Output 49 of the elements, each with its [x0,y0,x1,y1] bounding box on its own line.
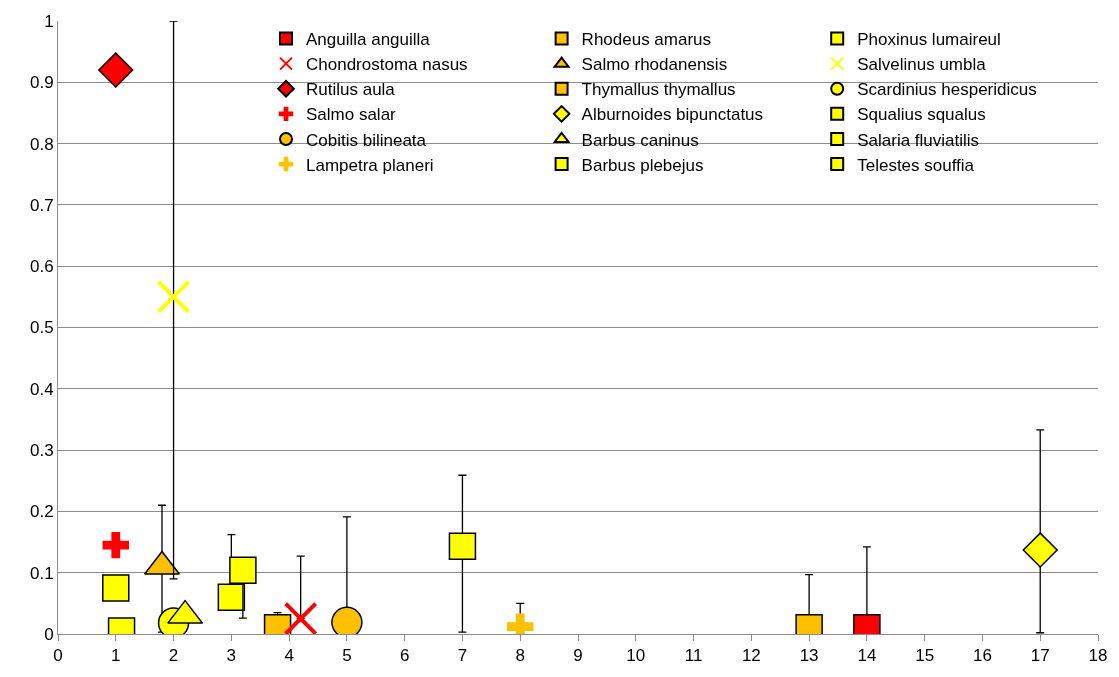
x-tick-label: 11 [684,646,703,666]
x-tick-label: 18 [1088,646,1108,666]
y-tick-label: 0.9 [29,73,54,93]
legend-label: Alburnoides bipunctatus [581,105,764,125]
legend-label: Chondrostoma nasus [306,55,468,75]
y-tick-label: 0.3 [29,441,54,461]
x-tick-label: 17 [1030,646,1050,666]
point [98,52,134,88]
legend-label: Telestes souffia [857,155,975,175]
x-tick-label: 12 [741,646,761,666]
y-tick-label: 0.7 [29,195,54,215]
y-tick-label: 0.4 [29,379,54,399]
x-tick-label: 10 [626,646,646,666]
x-tick-label: 14 [857,646,877,666]
y-tick-label: 0.6 [29,257,54,277]
x-tick-label: 9 [573,646,583,666]
legend-label: Squalius squalus [857,105,986,125]
legend-label: Salmo rhodanensis [581,55,728,75]
y-tick-label: 0 [44,624,54,644]
y-tick-label: 0.5 [29,318,54,338]
legend-label: Rhodeus amarus [581,30,712,50]
legend-label: Barbus plebejus [581,155,704,175]
x-tick-label: 5 [342,646,352,666]
x-tick-label: 13 [799,646,819,666]
legend-label: Salmo salar [306,105,397,125]
x-tick-label: 8 [515,646,525,666]
y-tick-label: 1 [44,11,54,31]
legend-label: Rutilus aula [306,80,396,100]
legend-label: Thymallus thymallus [581,80,736,100]
legend-label: Scardinius hesperidicus [857,80,1037,100]
legend-label: Phoxinus lumaireul [857,30,1001,50]
x-tick-label: 2 [168,646,179,666]
legend-label: Salaria fluviatilis [857,130,980,150]
x-tick-label: 1 [111,646,121,666]
x-tick-label: 6 [399,646,410,666]
legend-label: Barbus caninus [581,130,699,150]
point [156,279,191,314]
x-tick-label: 4 [284,646,294,666]
x-tick-label: 15 [915,646,935,666]
legend-label: Lampetra planeri [306,155,434,175]
x-tick-label: 7 [457,646,468,666]
legend-label: Salvelinus umbla [857,55,987,75]
y-tick-label: 0.1 [29,563,54,583]
y-tick-label: 0.8 [29,134,54,154]
x-tick-label: 16 [972,646,992,666]
legend-label: Anguilla anguilla [306,30,431,50]
legend-label: Cobitis bilineata [306,130,427,150]
x-tick-label: 3 [226,646,237,666]
y-tick-label: 0.2 [29,502,54,522]
